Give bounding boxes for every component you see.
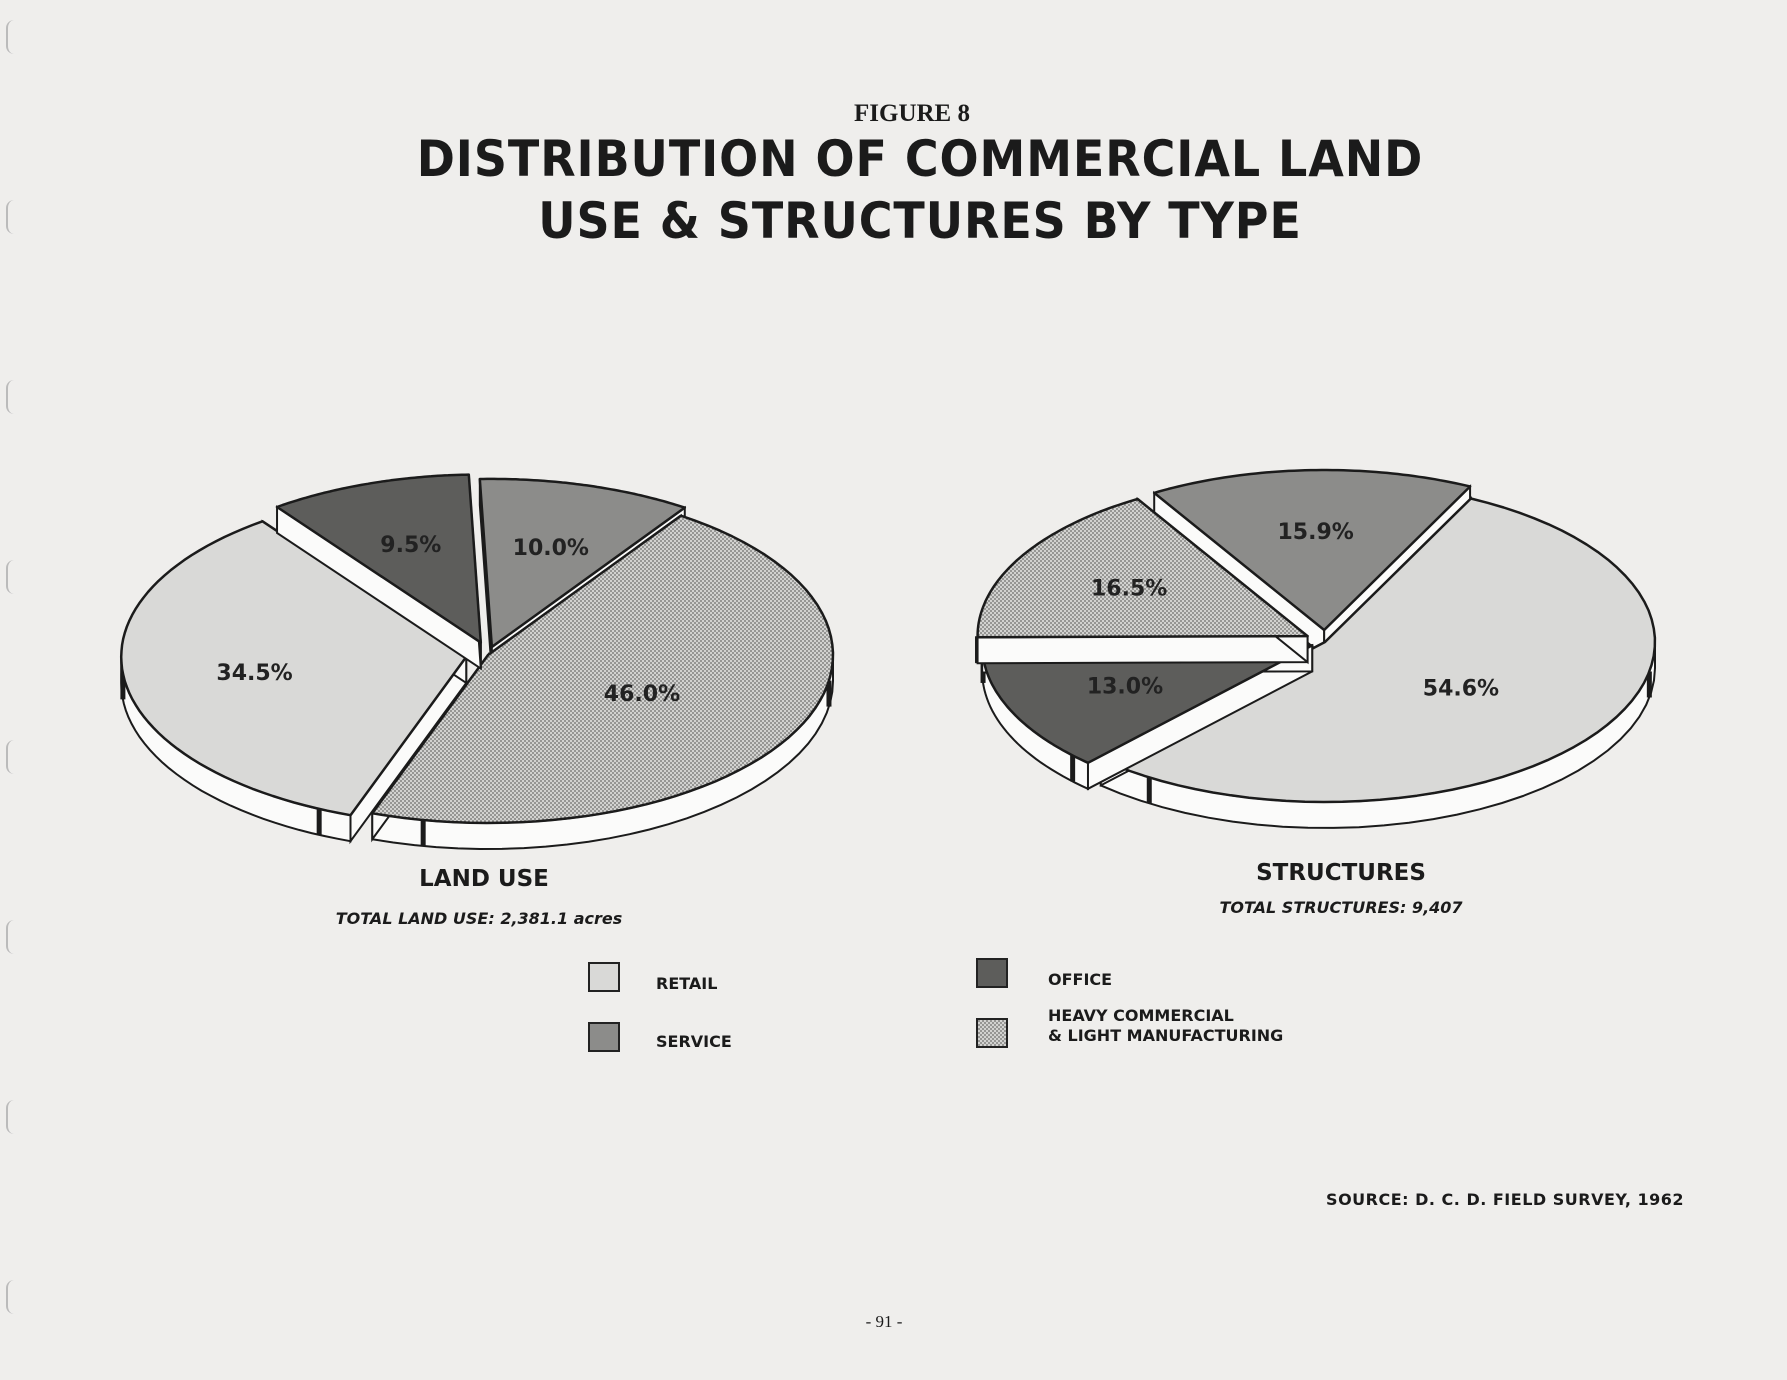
- binding-hole-mark: [6, 200, 22, 234]
- land-use-pie: 10.0% 46.0% 34.5% 9.5%: [119, 473, 835, 851]
- figure-title-line-2: USE & STRUCTURES BY TYPE: [538, 192, 1302, 250]
- pie-slice-top-service: [1152, 468, 1472, 632]
- pie-slice-top-service: [478, 477, 687, 649]
- source-note: SOURCE: D. C. D. FIELD SURVEY, 1962: [1326, 1190, 1684, 1209]
- binding-hole-mark: [6, 20, 22, 54]
- binding-hole-mark: [6, 740, 22, 774]
- binding-hole-mark: [6, 920, 22, 954]
- binding-hole-mark: [6, 380, 22, 414]
- page-number: - 91 -: [865, 1312, 903, 1331]
- land-use-total: TOTAL LAND USE: 2,381.1 acres: [335, 909, 623, 928]
- legend-swatch-heavy: [976, 1018, 1008, 1048]
- legend-label-heavy-line2: & LIGHT MANUFACTURING: [1048, 1026, 1284, 1045]
- land-use-chart-title: LAND USE: [419, 866, 549, 892]
- structures-pie: 15.9% 54.6% 13.0% 16.5%: [975, 468, 1657, 829]
- pie-slice-label: 16.5%: [1091, 577, 1167, 602]
- pie-slice-top-office: [980, 644, 1314, 765]
- structures-total: TOTAL STRUCTURES: 9,407: [1219, 898, 1463, 917]
- binding-hole-mark: [6, 1100, 22, 1134]
- legend-label-retail: RETAIL: [656, 974, 718, 993]
- pie-slice-label: 34.5%: [216, 661, 292, 686]
- pie-slice-label: 9.5%: [380, 533, 441, 558]
- legend-swatch-office: [976, 958, 1008, 988]
- pie-slice-office: 9.5%: [275, 473, 483, 671]
- binding-hole-mark: [6, 1280, 22, 1314]
- pie-slice-top-retail: [1099, 497, 1657, 804]
- figure-title-line-1: DISTRIBUTION OF COMMERCIAL LAND: [416, 130, 1424, 188]
- pie-slice-top-office: [275, 473, 483, 644]
- pie-slice-label: 54.6%: [1423, 676, 1499, 701]
- pie-slice-top-heavy: [371, 514, 835, 825]
- pie-slice-cut-face: [976, 635, 1309, 665]
- legend-swatch-service: [588, 1022, 620, 1052]
- pie-slice-heavy: 16.5%: [975, 496, 1309, 665]
- pie-slice-label: 10.0%: [513, 536, 589, 561]
- structures-chart-title: STRUCTURES: [1256, 860, 1426, 886]
- pie-slice-label: 46.0%: [604, 682, 680, 707]
- legend-label-heavy: HEAVY COMMERCIAL: [1048, 1006, 1234, 1025]
- pie-slice-label: 15.9%: [1278, 520, 1354, 545]
- binding-hole-mark: [6, 560, 22, 594]
- legend-swatch-retail: [588, 962, 620, 992]
- pie-slice-top-heavy: [976, 497, 1309, 639]
- figure-label: FIGURE 8: [854, 100, 970, 127]
- pie-slice-retail: 34.5%: [119, 519, 468, 845]
- legend-label-office: OFFICE: [1048, 970, 1113, 989]
- legend-label-service: SERVICE: [656, 1032, 732, 1051]
- pie-slice-heavy: 46.0%: [371, 513, 835, 851]
- pie-slice-label: 13.0%: [1087, 674, 1163, 699]
- pie-slice-top-retail: [119, 520, 468, 817]
